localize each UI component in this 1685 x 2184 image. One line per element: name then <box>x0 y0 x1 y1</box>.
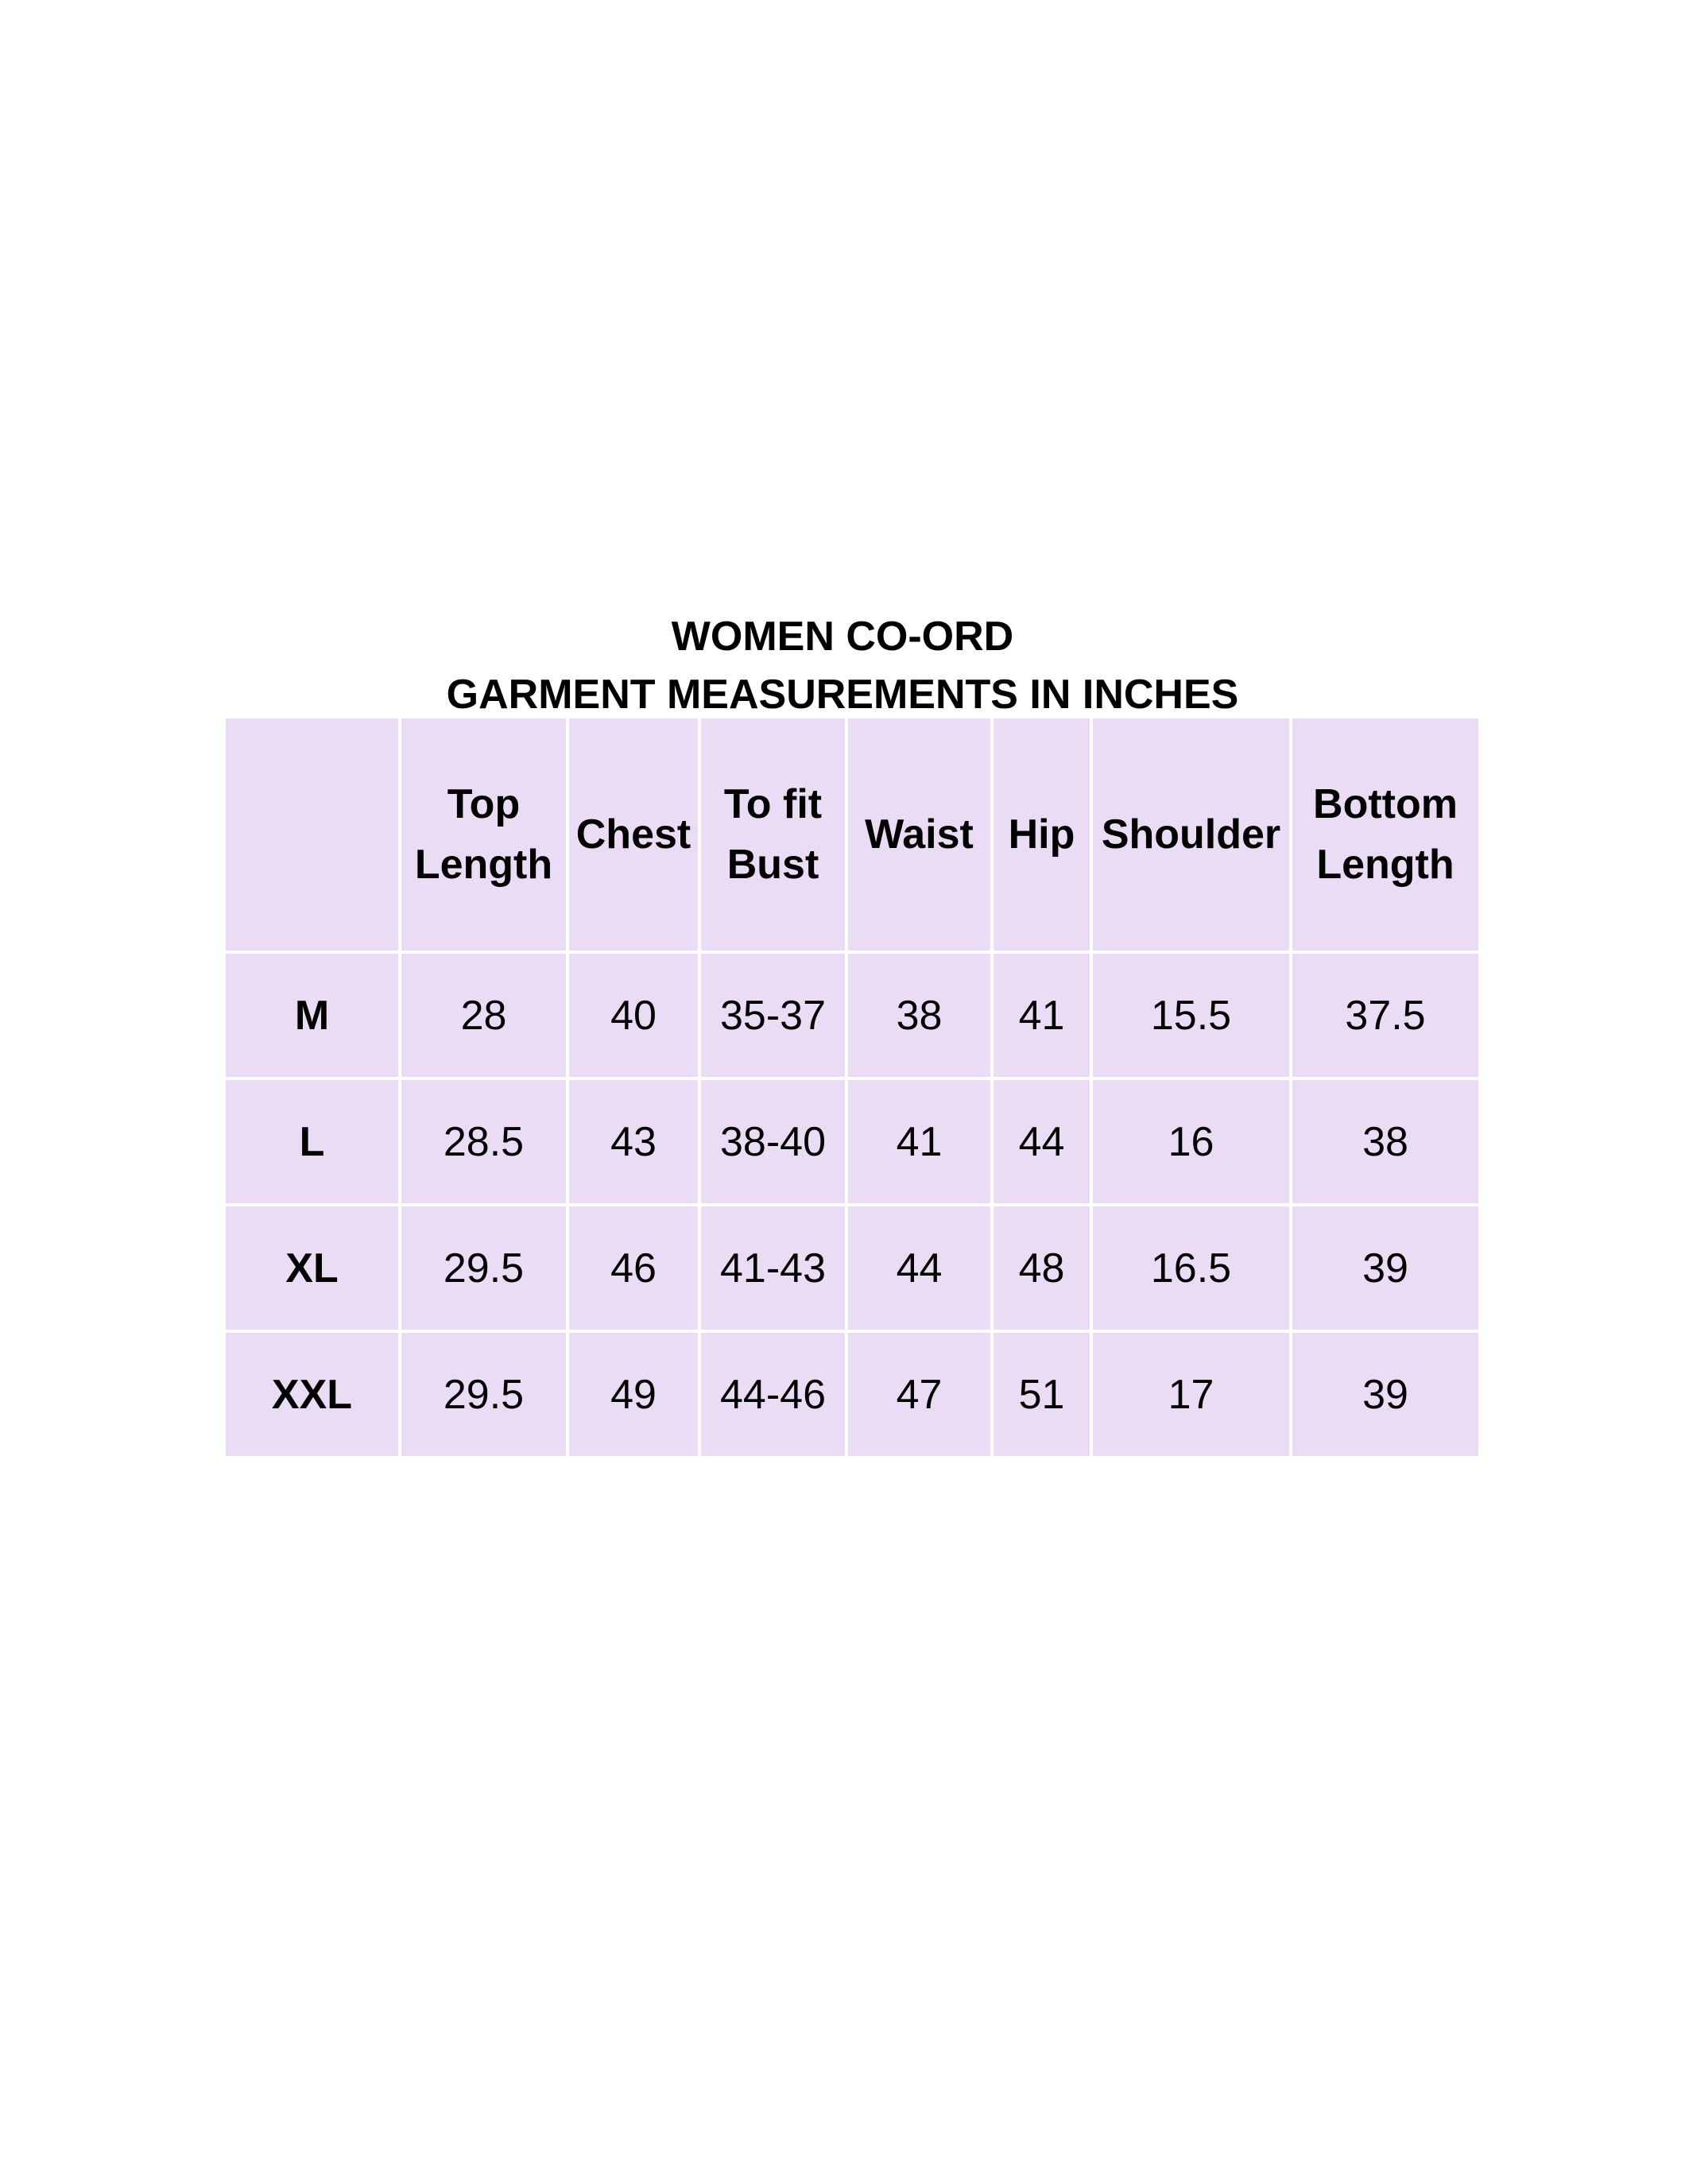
measurement-cell: 28 <box>401 954 566 1077</box>
measurement-cell: 46 <box>569 1206 698 1330</box>
column-header-line: Hip <box>1008 811 1075 858</box>
document-subtitle: GARMENT MEASUREMENTS IN INCHES <box>446 672 1239 718</box>
measurement-cell: 44-46 <box>701 1333 845 1456</box>
measurement-cell: 17 <box>1093 1333 1289 1456</box>
column-header: Chest <box>569 718 698 951</box>
size-label: L <box>226 1080 398 1203</box>
measurement-cell: 38-40 <box>701 1080 845 1203</box>
measurement-cell: 41-43 <box>701 1206 845 1330</box>
measurement-cell: 43 <box>569 1080 698 1203</box>
measurement-cell: 41 <box>848 1080 990 1203</box>
column-header: Shoulder <box>1093 718 1289 951</box>
measurement-cell: 16 <box>1093 1080 1289 1203</box>
column-header-line: Waist <box>865 811 974 858</box>
column-header-line: Top <box>447 781 521 827</box>
column-header-line: Shoulder <box>1101 811 1281 858</box>
column-header-line: To fit <box>723 781 823 827</box>
column-header-line: Bottom <box>1313 781 1458 827</box>
column-header-line: Length <box>1316 842 1455 888</box>
measurement-cell: 28.5 <box>401 1080 566 1203</box>
table-row: XL 29.5 46 41-43 44 48 16.5 39 <box>226 1206 1478 1330</box>
column-header-line: Chest <box>575 811 691 858</box>
measurement-cell: 39 <box>1292 1333 1478 1456</box>
column-header: Top Length <box>401 718 566 951</box>
measurement-cell: 35-37 <box>701 954 845 1077</box>
measurement-cell: 44 <box>848 1206 990 1330</box>
size-chart-table: Top Length Chest To fit Bust Waist Hip Shoulder… <box>223 715 1482 1459</box>
column-header-line: Bust <box>726 842 819 888</box>
measurement-cell: 49 <box>569 1333 698 1456</box>
measurement-cell: 16.5 <box>1093 1206 1289 1330</box>
measurement-cell: 47 <box>848 1333 990 1456</box>
size-label: XXL <box>226 1333 398 1456</box>
document-title: WOMEN CO-ORD <box>671 614 1014 660</box>
measurement-cell: 48 <box>994 1206 1090 1330</box>
measurement-cell: 44 <box>994 1080 1090 1203</box>
measurement-cell: 41 <box>994 954 1090 1077</box>
measurement-cell: 40 <box>569 954 698 1077</box>
column-header <box>226 718 398 951</box>
measurement-cell: 15.5 <box>1093 954 1289 1077</box>
table-row: L 28.5 43 38-40 41 44 16 38 <box>226 1080 1478 1203</box>
column-header: Bottom Length <box>1292 718 1478 951</box>
size-label: M <box>226 954 398 1077</box>
measurement-cell: 38 <box>848 954 990 1077</box>
header-row: Top Length Chest To fit Bust Waist Hip Shoulder… <box>226 718 1478 951</box>
column-header: To fit Bust <box>701 718 845 951</box>
measurement-cell: 29.5 <box>401 1333 566 1456</box>
measurement-cell: 37.5 <box>1292 954 1478 1077</box>
column-header-line: Length <box>414 842 553 888</box>
measurement-cell: 38 <box>1292 1080 1478 1203</box>
measurement-cell: 29.5 <box>401 1206 566 1330</box>
table-row: XXL 29.5 49 44-46 47 51 17 39 <box>226 1333 1478 1456</box>
column-header: Hip <box>994 718 1090 951</box>
measurement-cell: 51 <box>994 1333 1090 1456</box>
measurement-cell: 39 <box>1292 1206 1478 1330</box>
table-row: M 28 40 35-37 38 41 15.5 37.5 <box>226 954 1478 1077</box>
column-header: Waist <box>848 718 990 951</box>
size-label: XL <box>226 1206 398 1330</box>
